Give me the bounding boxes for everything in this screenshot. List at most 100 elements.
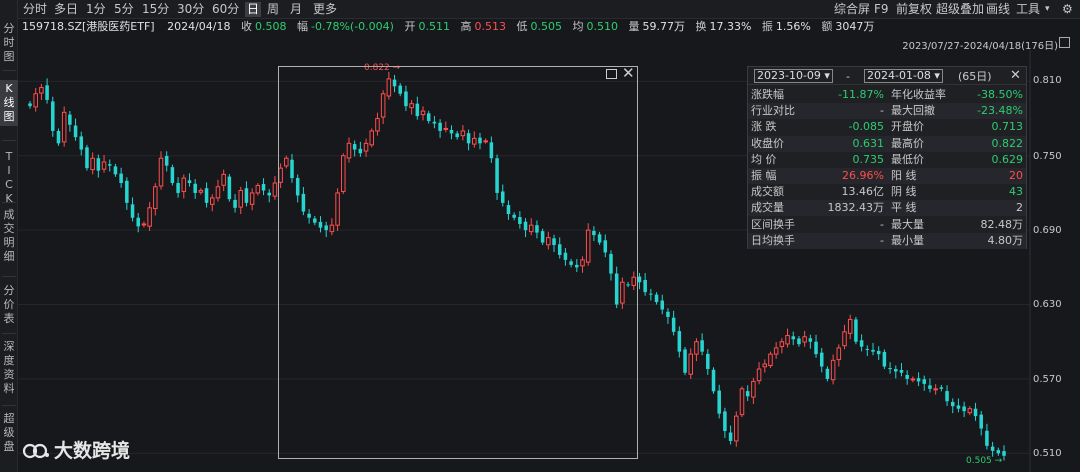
volume-label: 量	[628, 20, 640, 33]
candlestick	[489, 136, 494, 163]
candlestick	[341, 153, 346, 194]
nav-intraday-chart[interactable]: 分时图	[3, 22, 15, 63]
price-axis-label: 0.750	[1033, 151, 1062, 162]
candlestick	[723, 407, 727, 438]
candlestick	[865, 345, 870, 357]
period-toolbar: 分时 多日 1分 5分 15分 30分 60分 日 周 月 更多 综合屏 F9 …	[18, 0, 1080, 19]
nav-depth-info[interactable]: 深度资料	[3, 340, 15, 395]
end-date-select[interactable]: 2024-01-08 ▾	[864, 69, 943, 83]
stat-value: -0.085	[848, 120, 884, 134]
period-month[interactable]: 月	[290, 2, 303, 16]
stat-label: 阴 线	[891, 185, 917, 199]
candlestick	[164, 151, 169, 172]
f9-button[interactable]: F9	[874, 2, 889, 16]
settings-icon[interactable]: ⚙	[1062, 2, 1073, 16]
candlestick	[563, 247, 568, 266]
range-high-marker: 0.822 →	[364, 63, 401, 73]
candlestick	[751, 377, 756, 404]
period-30min[interactable]: 30分	[177, 2, 205, 16]
nav-price-table[interactable]: 分价表	[3, 284, 15, 325]
draw-line-button[interactable]: 画线	[986, 2, 1011, 16]
candlestick	[198, 187, 204, 195]
panel-stat-row: 收盘价 0.631 最高价 0.822	[748, 135, 1026, 152]
candlestick	[267, 189, 271, 203]
stat-value: -	[880, 217, 884, 231]
candlestick	[153, 183, 158, 216]
candlestick	[301, 186, 306, 216]
candlestick	[888, 362, 892, 374]
candlestick	[272, 176, 278, 200]
nav-divider	[2, 140, 16, 141]
candlestick	[905, 370, 909, 385]
nav-trade-detail[interactable]: 成交明细	[3, 208, 15, 263]
candlestick	[859, 334, 864, 352]
candlestick	[546, 231, 551, 250]
period-week[interactable]: 周	[267, 2, 280, 16]
period-5min[interactable]: 5分	[114, 2, 134, 16]
nav-divider	[2, 333, 16, 334]
low-label: 低	[516, 20, 528, 33]
candlestick	[739, 386, 745, 418]
candlestick	[432, 115, 437, 129]
stat-value: 1832.43万	[827, 201, 885, 215]
tools-button[interactable]: 工具	[1016, 2, 1041, 16]
candlestick	[284, 155, 289, 169]
date-range-label[interactable]: 2023/07/27-2024/04/18(176日)	[902, 41, 1058, 52]
candlestick	[113, 163, 118, 177]
candlestick	[620, 277, 625, 309]
candlestick	[386, 71, 392, 100]
candlestick	[204, 182, 209, 208]
candlestick	[380, 90, 386, 125]
period-60min[interactable]: 60分	[212, 2, 240, 16]
stat-label: 年化收益率	[891, 88, 946, 101]
candlestick	[734, 411, 739, 447]
selection-close-icon[interactable]: ✕	[622, 64, 635, 82]
nav-super-board[interactable]: 超级盘	[3, 412, 15, 453]
period-15min[interactable]: 15分	[142, 2, 170, 16]
candlestick	[449, 125, 454, 140]
candlestick	[609, 250, 613, 281]
stat-label: 成交额	[751, 185, 784, 199]
stat-label: 涨 跌	[751, 120, 777, 134]
period-1min[interactable]: 1分	[86, 2, 106, 16]
stat-label: 收盘价	[751, 136, 784, 150]
period-intraday[interactable]: 分时	[23, 2, 48, 16]
start-date-select[interactable]: 2023-10-09 ▾	[754, 69, 833, 83]
candlestick	[597, 231, 602, 246]
candlestick	[694, 338, 699, 362]
candlestick	[90, 152, 95, 175]
candlestick	[973, 402, 978, 421]
candlestick	[307, 209, 311, 224]
tools-dropdown-icon[interactable]: ▾	[1045, 4, 1050, 14]
amount-label: 额	[821, 20, 833, 33]
panel-close-icon[interactable]: ✕	[1010, 68, 1021, 83]
candlestick	[773, 342, 779, 359]
candlestick	[495, 154, 499, 200]
date-range-toggle-icon[interactable]	[1059, 37, 1070, 48]
candlestick	[483, 138, 488, 144]
high-label: 高	[460, 20, 472, 33]
super-overlay-button[interactable]: 超级叠加	[936, 2, 985, 16]
candlestick	[808, 334, 813, 349]
composite-screen-button[interactable]: 综合屏	[834, 2, 871, 16]
candlestick	[819, 347, 824, 373]
candlestick	[85, 144, 89, 171]
selection-maximize-icon[interactable]	[606, 69, 617, 79]
period-multiday[interactable]: 多日	[54, 2, 79, 16]
candlestick	[238, 186, 244, 215]
candlestick	[295, 174, 300, 203]
stat-value: 0.822	[991, 136, 1024, 150]
candlestick	[603, 234, 608, 258]
candlestick	[854, 316, 858, 345]
period-day[interactable]: 日	[245, 2, 262, 17]
candlestick	[443, 121, 449, 133]
candlestick	[415, 96, 420, 120]
forward-adjust-button[interactable]: 前复权	[896, 2, 933, 16]
range-selection-box[interactable]	[278, 66, 638, 459]
period-more[interactable]: 更多	[313, 2, 338, 16]
stat-label: 最高价	[891, 136, 924, 150]
candlestick	[363, 138, 369, 157]
